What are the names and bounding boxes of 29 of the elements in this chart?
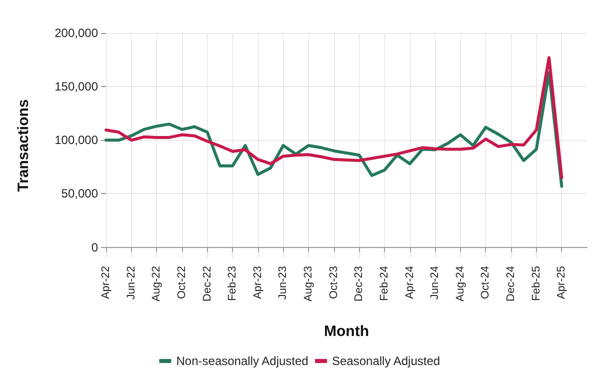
x-tick-label: Oct-22 bbox=[176, 266, 188, 300]
legend-label: Non-seasonally Adjusted bbox=[176, 354, 308, 368]
x-tick-label: Apr-25 bbox=[556, 266, 568, 300]
x-tick-label: Dec-23 bbox=[353, 266, 366, 302]
x-tick-label: Aug-24 bbox=[454, 266, 466, 302]
x-tick-label: Oct-24 bbox=[480, 266, 492, 300]
x-tick-label: Aug-22 bbox=[150, 266, 163, 302]
x-tick-label: Apr-24 bbox=[404, 266, 416, 300]
y-tick-label: 150,000 bbox=[54, 80, 98, 94]
line-series bbox=[104, 56, 564, 180]
y-tick-label: 50,000 bbox=[61, 186, 98, 201]
x-tick-label: Feb-25 bbox=[530, 266, 542, 301]
y-tick-label: 100,000 bbox=[54, 133, 98, 148]
x-tick-label: Feb-23 bbox=[226, 266, 239, 301]
x-tick-label: Oct-23 bbox=[328, 266, 340, 300]
y-axis-title: Transactions bbox=[15, 99, 32, 192]
x-tick-label: Feb-24 bbox=[378, 266, 390, 301]
y-tick-label: 200,000 bbox=[54, 26, 98, 40]
x-tick-label: Jun-23 bbox=[277, 266, 290, 300]
x-tick-label: Dec-24 bbox=[505, 266, 518, 302]
x-tick-label: Apr-23 bbox=[252, 266, 264, 300]
x-axis-title: Month bbox=[324, 323, 369, 340]
x-tick-label: Dec-22 bbox=[201, 266, 214, 302]
x-tick-label: Jun-22 bbox=[125, 266, 138, 300]
legend-label: Seasonally Adjusted bbox=[332, 354, 440, 368]
x-tick-label: Aug-23 bbox=[302, 266, 315, 302]
x-tick-label: Apr-22 bbox=[100, 266, 112, 300]
x-tick-label: Jun-24 bbox=[429, 266, 442, 300]
y-tick-label: 0 bbox=[91, 240, 98, 254]
